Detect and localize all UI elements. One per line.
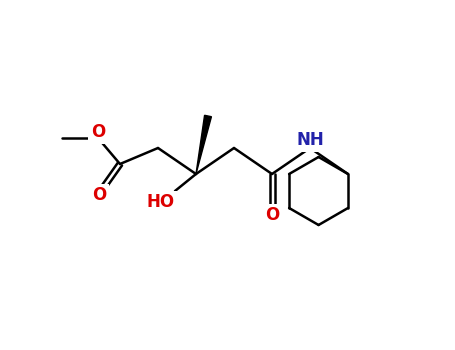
Text: HO: HO — [147, 193, 175, 211]
Text: NH: NH — [296, 131, 324, 149]
Text: O: O — [91, 123, 105, 141]
Polygon shape — [196, 115, 212, 174]
Text: O: O — [92, 186, 106, 204]
Text: O: O — [265, 206, 279, 224]
